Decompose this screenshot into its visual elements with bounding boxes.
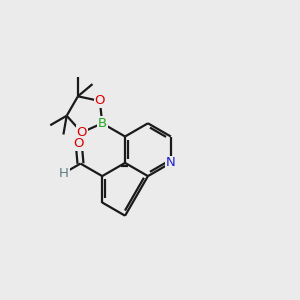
Text: H: H (59, 167, 69, 180)
Text: O: O (76, 126, 87, 139)
Text: O: O (74, 137, 84, 150)
Text: N: N (166, 156, 176, 170)
Text: B: B (98, 117, 107, 130)
Text: O: O (94, 94, 105, 107)
